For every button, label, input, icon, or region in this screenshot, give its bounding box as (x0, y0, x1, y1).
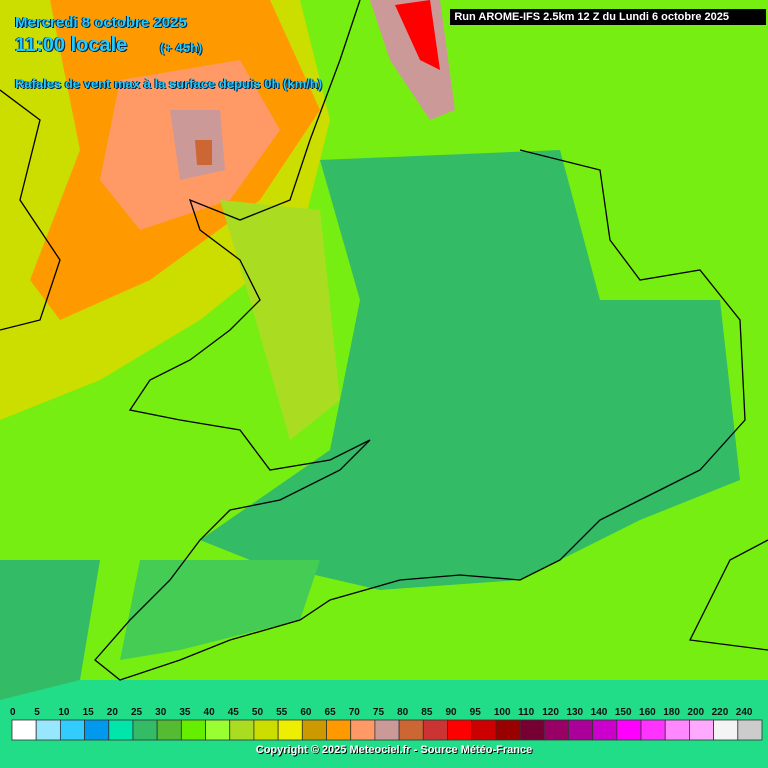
wind-zone (200, 150, 740, 590)
coastline (94, 0, 746, 681)
legend-swatch (640, 719, 666, 741)
legend-swatch (132, 719, 158, 741)
legend-label: 40 (204, 707, 216, 718)
wind-zone (120, 560, 320, 660)
time: 11:00 locale (15, 34, 128, 56)
wind-zone (0, 560, 100, 700)
legend-label: 150 (615, 707, 632, 718)
legend-label: 120 (542, 707, 559, 718)
legend-label: 180 (663, 707, 680, 718)
coastline (0, 89, 61, 331)
legend-label: 200 (687, 707, 704, 718)
legend-swatch (495, 719, 521, 741)
legend-swatch (301, 719, 327, 741)
legend-label: 140 (591, 707, 608, 718)
legend-label: 15 (83, 707, 95, 718)
legend-label: 65 (325, 707, 337, 718)
legend-swatch (664, 719, 690, 741)
legend-label: 35 (179, 707, 191, 718)
legend-label: 75 (373, 707, 385, 718)
legend-swatch (422, 719, 448, 741)
legend-swatch (398, 719, 424, 741)
wind-zone (395, 0, 440, 70)
legend-label: 55 (276, 707, 288, 718)
legend-swatch (205, 719, 231, 741)
legend-label: 10 (58, 707, 70, 718)
legend-swatch (108, 719, 134, 741)
legend-label: 90 (445, 707, 457, 718)
legend: 0 5 10 15 20 25 30 35 40 45 50 55 60 65 70 75 80 85 90 95 10… (10, 707, 763, 741)
legend-swatch (374, 719, 400, 741)
legend-swatch (713, 719, 739, 741)
wind-zone (195, 140, 212, 165)
legend-swatch (326, 719, 352, 741)
date: Mercredi 8 octobre 2025 (15, 14, 187, 31)
copyright: Copyright © 2025 Meteociel.fr - Source M… (255, 744, 533, 756)
legend-label: 50 (252, 707, 264, 718)
parameter: Rafales de vent max à la surface depuis … (15, 76, 323, 91)
legend-label: 130 (566, 707, 583, 718)
legend-swatch (35, 719, 61, 741)
lead-time: (+ 45h) (160, 40, 203, 55)
legend-swatch (471, 719, 497, 741)
legend-label: 220 (712, 707, 729, 718)
legend-label: 110 (518, 707, 535, 718)
legend-swatch (156, 719, 182, 741)
legend-swatch (543, 719, 569, 741)
legend-swatch (229, 719, 255, 741)
legend-label: 240 (736, 707, 753, 718)
legend-label: 70 (349, 707, 361, 718)
legend-label: 80 (397, 707, 409, 718)
legend-swatch (180, 719, 206, 741)
legend-label: 0 (10, 707, 16, 718)
legend-label: 60 (300, 707, 312, 718)
legend-label: 20 (107, 707, 119, 718)
legend-label: 25 (131, 707, 143, 718)
legend-swatch (350, 719, 376, 741)
legend-label: 160 (639, 707, 656, 718)
legend-label: 100 (494, 707, 511, 718)
legend-swatch (277, 719, 303, 741)
legend-label: 5 (34, 707, 40, 718)
legend-swatch (592, 719, 618, 741)
legend-swatch (616, 719, 642, 741)
legend-label: 85 (421, 707, 433, 718)
legend-swatch (568, 719, 594, 741)
wind-zone (220, 200, 340, 440)
legend-swatch (253, 719, 279, 741)
legend-label: 95 (470, 707, 482, 718)
legend-swatch (737, 719, 763, 741)
legend-swatch (11, 719, 37, 741)
legend-swatch (447, 719, 473, 741)
run-info: Run AROME-IFS 2.5km 12 Z du Lundi 6 octo… (450, 9, 766, 25)
legend-label: 30 (155, 707, 167, 718)
legend-swatch (519, 719, 545, 741)
legend-label: 45 (228, 707, 240, 718)
legend-swatch (84, 719, 110, 741)
legend-swatch (59, 719, 85, 741)
coastline (689, 539, 768, 651)
legend-swatch (689, 719, 715, 741)
